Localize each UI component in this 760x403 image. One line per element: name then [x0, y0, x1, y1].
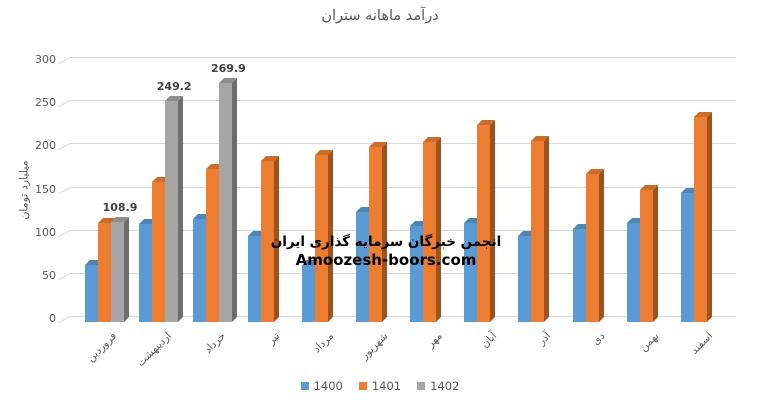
y-tick-label: 250 [35, 96, 56, 110]
bar-1401-بهمن [639, 189, 653, 322]
y-gridline-depth-tick [58, 316, 71, 323]
y-gridline-depth-tick [58, 186, 71, 194]
bar-1400-اسفند [680, 192, 694, 322]
bar-side-1401 [490, 120, 496, 322]
bar-side-1401 [598, 169, 604, 322]
x-tick-label: مهر [424, 330, 445, 350]
y-gridline-depth-tick [58, 143, 71, 151]
legend-label: 1402 [430, 379, 460, 393]
y-gridline [70, 57, 736, 58]
legend-marker-icon [300, 382, 309, 390]
chart-title: درآمد ماهانه ستران [321, 8, 439, 24]
bar-1401-خرداد [206, 169, 220, 322]
x-tick-label: اسفند [688, 330, 716, 357]
x-tick-label: آذر [535, 330, 553, 348]
x-tick-label: فروردین [85, 330, 120, 365]
bar-1400-تیر [247, 235, 261, 322]
bar-1400-اردیبهشت [139, 223, 153, 322]
bar-1400-آذر [518, 235, 532, 322]
y-gridline [70, 100, 736, 102]
y-tick-label: 150 [35, 182, 56, 196]
bar-side-1401 [544, 135, 550, 322]
bar-1401-شهریور [368, 146, 382, 322]
y-gridline [70, 186, 736, 188]
x-tick-label: دی [589, 330, 608, 348]
bar-1400-آبان [464, 222, 478, 322]
bar-1402-فروردین [111, 221, 124, 322]
bar-1400-مهر [410, 226, 424, 322]
y-gridline-depth-tick [58, 100, 71, 108]
y-gridline [70, 143, 736, 145]
bar-1401-آذر [531, 140, 545, 322]
bar-1400-بهمن [626, 222, 640, 322]
x-tick-label: خرداد [202, 330, 228, 356]
x-tick-label: شهریور [358, 330, 391, 362]
bar-1401-مرداد [314, 154, 328, 322]
y-tick-label: 100 [35, 225, 56, 239]
bar-side-1402 [178, 95, 184, 322]
bar-1402-اردیبهشت [165, 100, 179, 322]
legend-marker-icon [358, 382, 367, 390]
y-gridline-depth-tick [58, 229, 71, 237]
bar-side-1401 [436, 136, 442, 322]
y-tick-label: 300 [35, 53, 56, 66]
bar-1400-فروردین [85, 265, 98, 322]
x-tick-label: بهمن [637, 330, 662, 354]
bar-1402-خرداد [219, 82, 233, 322]
bar-side-1401 [706, 111, 712, 322]
bar-side-1402 [232, 77, 238, 322]
x-tick-label: مرداد [310, 330, 337, 356]
y-gridline [70, 229, 736, 231]
legend: 1400 1401 1402 [0, 379, 760, 393]
watermark-text-fa: انجمن خبرگان سرمایه گذاری ایران [270, 234, 502, 250]
bar-data-label: 108.9 [102, 200, 138, 214]
watermark: انجمن خبرگان سرمایه گذاری ایران Amoozesh… [236, 234, 536, 270]
x-tick-label: آبان [478, 330, 499, 351]
y-gridline-depth-tick [58, 272, 71, 280]
bar-1401-تیر [260, 161, 274, 322]
bar-1400-خرداد [193, 219, 207, 322]
x-tick-label: اردیبهشت [134, 330, 174, 370]
bar-side-1401 [652, 184, 658, 322]
bar-1400-دی [572, 228, 586, 322]
watermark-url: Amoozesh-boors.com [295, 251, 477, 269]
legend-marker-icon [417, 382, 426, 390]
y-tick-label: 50 [42, 268, 56, 282]
x-tick-label: تیر [265, 330, 283, 347]
legend-item-1402: 1402 [417, 379, 459, 393]
bar-1401-دی [585, 174, 599, 322]
bar-1401-فروردین [98, 222, 111, 322]
bar-1400-شهریور [355, 212, 369, 322]
bar-side-1401 [381, 141, 387, 322]
legend-label: 1401 [371, 379, 402, 393]
bar-1401-آبان [477, 125, 491, 322]
y-tick-label: 0 [49, 312, 56, 325]
bar-1400-مرداد [301, 265, 315, 322]
y-gridline [70, 272, 736, 274]
y-gridline [70, 316, 736, 317]
bar-1401-اسفند [693, 116, 707, 322]
legend-label: 1400 [313, 379, 343, 393]
y-tick-label: 200 [35, 139, 56, 153]
bar-data-label: 249.2 [156, 79, 192, 93]
y-gridline-depth-tick [58, 57, 71, 64]
legend-item-1401: 1401 [358, 379, 402, 393]
legend-item-1400: 1400 [300, 379, 343, 393]
bar-1401-مهر [423, 141, 437, 322]
bar-side-1402 [124, 216, 129, 322]
bar-data-label: 269.9 [210, 61, 246, 75]
bar-1401-اردیبهشت [152, 182, 166, 322]
